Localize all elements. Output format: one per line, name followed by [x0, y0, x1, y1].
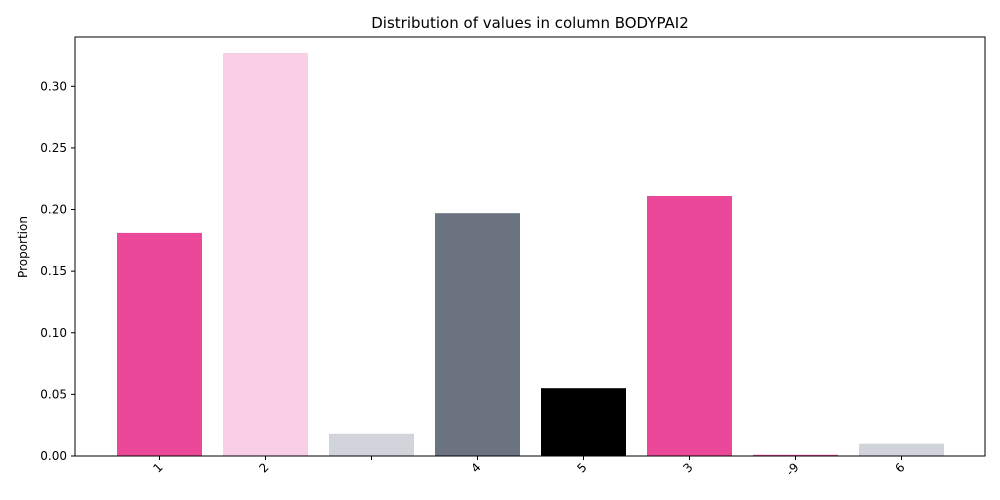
bar-3 [647, 196, 732, 456]
bar--9 [753, 454, 838, 456]
chart-title: Distribution of values in column BODYPAI… [371, 14, 689, 32]
bar-1 [117, 232, 202, 456]
bar-4 [435, 213, 520, 456]
y-tick-label: 0.05 [40, 387, 67, 401]
bars-group [117, 53, 944, 456]
bar-2 [223, 53, 308, 456]
bar-5 [541, 388, 626, 456]
y-tick-label: 0.20 [40, 203, 67, 217]
y-tick-label: 0.25 [40, 141, 67, 155]
plot-area-frame [74, 36, 986, 457]
y-axis-label: Proportion [16, 216, 30, 278]
y-tick-label: 0.30 [40, 79, 67, 93]
y-tick-label: 0.15 [40, 264, 67, 278]
bar-6 [859, 443, 944, 456]
bar-blank [329, 433, 414, 456]
y-axis-ticks: 0.00 0.05 0.10 0.15 0.20 0.25 0.30 [40, 79, 75, 463]
y-tick-label: 0.10 [40, 326, 67, 340]
y-tick-label: 0.00 [40, 449, 67, 463]
